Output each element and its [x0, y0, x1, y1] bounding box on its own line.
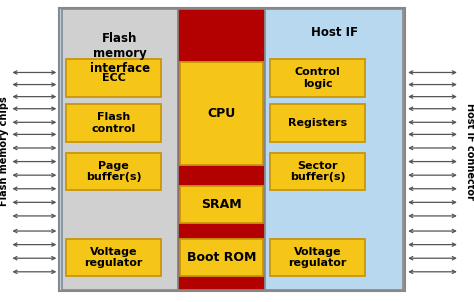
FancyBboxPatch shape — [178, 9, 265, 290]
FancyBboxPatch shape — [270, 59, 365, 97]
FancyBboxPatch shape — [180, 62, 263, 165]
Text: Voltage
regulator: Voltage regulator — [288, 247, 347, 268]
FancyBboxPatch shape — [270, 153, 365, 190]
Text: Boot ROM: Boot ROM — [187, 251, 256, 264]
FancyBboxPatch shape — [62, 9, 178, 290]
Text: CPU: CPU — [208, 107, 236, 120]
FancyBboxPatch shape — [59, 8, 405, 291]
Text: Flash
memory
interface: Flash memory interface — [90, 32, 150, 75]
FancyBboxPatch shape — [66, 59, 161, 97]
FancyBboxPatch shape — [66, 239, 161, 276]
Text: Voltage
regulator: Voltage regulator — [84, 247, 143, 268]
Text: ECC: ECC — [102, 73, 126, 83]
FancyBboxPatch shape — [66, 104, 161, 142]
FancyBboxPatch shape — [265, 9, 403, 290]
FancyBboxPatch shape — [180, 239, 263, 276]
Text: Flash memory chips: Flash memory chips — [0, 96, 9, 206]
Text: Page
buffer(s): Page buffer(s) — [86, 161, 142, 182]
FancyBboxPatch shape — [270, 104, 365, 142]
Text: Registers: Registers — [288, 118, 347, 128]
FancyBboxPatch shape — [66, 153, 161, 190]
FancyBboxPatch shape — [270, 239, 365, 276]
Text: Sector
buffer(s): Sector buffer(s) — [290, 161, 346, 182]
Text: Flash
control: Flash control — [91, 112, 136, 134]
Text: Control
logic: Control logic — [295, 67, 340, 88]
FancyBboxPatch shape — [180, 186, 263, 223]
Text: Host IF connector: Host IF connector — [465, 103, 474, 199]
Text: Host IF: Host IF — [310, 26, 358, 39]
Text: SRAM: SRAM — [201, 198, 242, 211]
